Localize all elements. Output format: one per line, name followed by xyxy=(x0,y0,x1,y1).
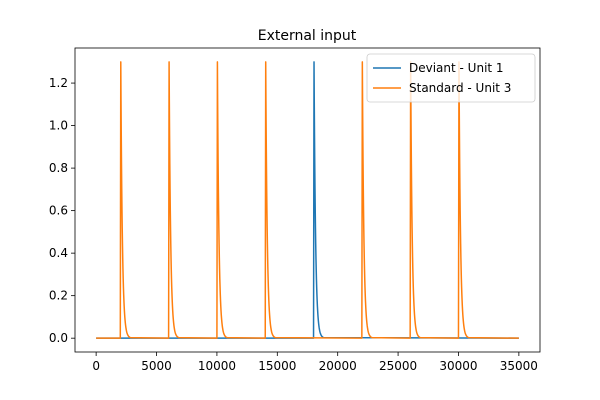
x-tick-label: 5000 xyxy=(141,359,172,373)
y-tick-label: 0.6 xyxy=(49,204,68,218)
x-tick-label: 30000 xyxy=(439,359,477,373)
axes-frame xyxy=(74,47,541,353)
y-tick-label: 1.0 xyxy=(49,119,68,133)
x-tick-label: 0 xyxy=(92,359,100,373)
x-tick-label: 15000 xyxy=(258,359,296,373)
legend-box xyxy=(366,53,536,103)
series-line-2 xyxy=(96,61,519,339)
legend: Deviant - Unit 1 Standard - Unit 3 xyxy=(366,53,536,103)
x-tick-label: 25000 xyxy=(379,359,417,373)
y-tick-label: 0.2 xyxy=(49,289,68,303)
x-tick-label: 10000 xyxy=(198,359,236,373)
legend-label-1: Deviant - Unit 1 xyxy=(409,61,504,75)
y-tick-label: 1.2 xyxy=(49,76,68,90)
chart-title: External input xyxy=(258,28,357,44)
y-tick-label: 0.0 xyxy=(49,331,68,345)
legend-label-2: Standard - Unit 3 xyxy=(409,81,511,95)
series-line-1 xyxy=(96,61,519,339)
x-tick-label: 20000 xyxy=(319,359,357,373)
plot-area xyxy=(96,61,519,339)
y-tick-label: 0.8 xyxy=(49,161,68,175)
y-tick-label: 0.4 xyxy=(49,246,68,260)
x-tick-label: 35000 xyxy=(500,359,538,373)
axes: 0 5000 10000 15000 20000 25000 30000 35000 0.0 0.… xyxy=(49,47,541,373)
